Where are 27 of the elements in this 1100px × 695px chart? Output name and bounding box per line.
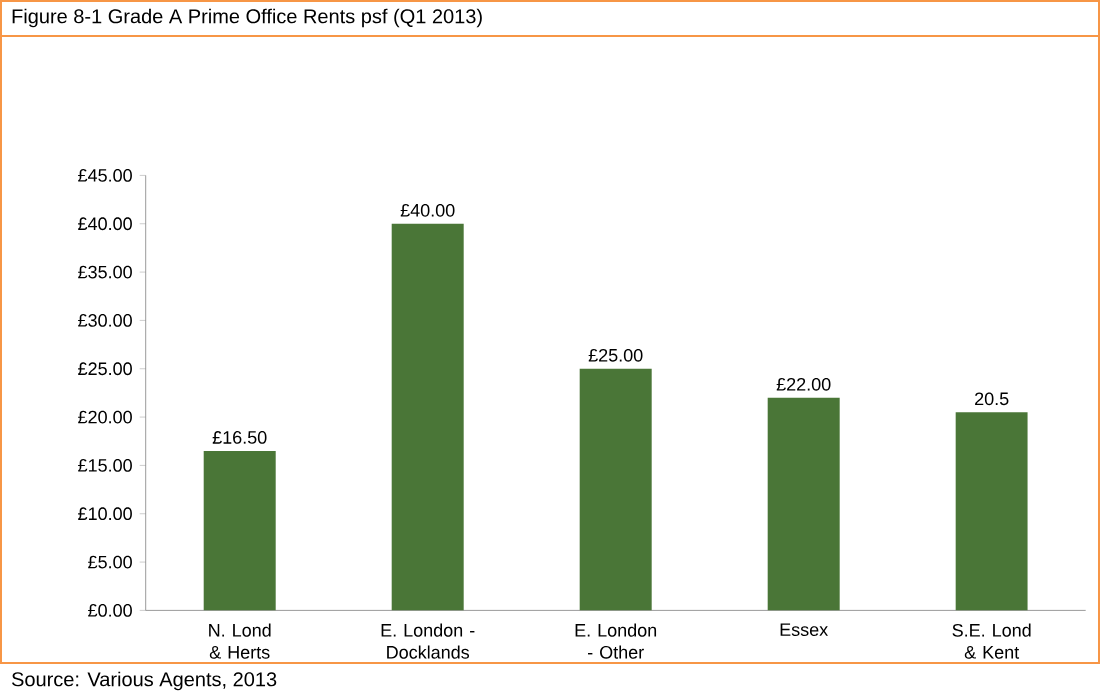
y-tick-label: £0.00 (88, 604, 132, 617)
y-tick-label: £35.00 (78, 265, 132, 279)
data-label: £40.00 (400, 203, 455, 217)
data-label: £16.50 (212, 431, 267, 444)
source-note: Source: Various Agents, 2013 (11, 671, 277, 691)
x-tick-label: S.E. Lond & Kent (952, 623, 1031, 659)
x-tick-label: E. London - Docklands (381, 623, 475, 659)
data-label: £22.00 (776, 377, 831, 391)
y-tick-label: £30.00 (78, 314, 132, 327)
bar (955, 412, 1028, 611)
y-tick-label: £20.00 (78, 410, 132, 424)
data-label: 20.5 (975, 392, 1009, 406)
y-tick-label: £5.00 (88, 555, 132, 569)
x-tick-label: Essex (780, 623, 829, 637)
bar (767, 397, 840, 611)
bar (579, 368, 652, 611)
y-tick-label: £15.00 (78, 459, 132, 472)
y-tick-label: £10.00 (78, 507, 132, 521)
y-tick-label: £40.00 (78, 217, 132, 231)
data-label: £25.00 (588, 348, 643, 362)
bar (203, 450, 276, 611)
bar (391, 223, 464, 611)
chart-title: Figure 8-1 Grade A Prime Office Rents psf (Q1 2013) (12, 8, 482, 28)
x-tick-label: E. London - Other (575, 623, 657, 659)
y-tick-label: £25.00 (78, 362, 132, 376)
y-tick-label: £45.00 (78, 169, 132, 182)
x-tick-label: N. Lond & Herts (209, 623, 271, 659)
